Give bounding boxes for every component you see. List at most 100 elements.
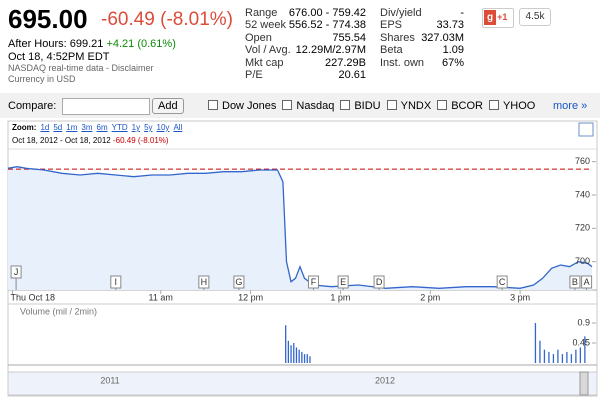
- currency: Currency in USD: [8, 74, 76, 84]
- price-change: -60.49 (-8.01%): [101, 9, 234, 30]
- plus-one-label: +1: [497, 12, 508, 22]
- volume-bar: [293, 343, 295, 363]
- fullscreen-button[interactable]: [578, 122, 594, 137]
- navigator-handle[interactable]: [579, 371, 589, 396]
- navigator[interactable]: [7, 371, 598, 396]
- stat-row: 52 week 556.52 - 774.38: [245, 19, 366, 31]
- volume-bar: [539, 340, 541, 363]
- volume-bar: [552, 354, 555, 363]
- zoom-option[interactable]: 6m: [96, 123, 108, 132]
- checkbox[interactable]: [437, 100, 448, 110]
- y-tick-label: 720: [575, 223, 590, 233]
- stat-label: Inst. own: [380, 56, 425, 69]
- source: NASDAQ real-time data - Disclaimer: [8, 63, 154, 73]
- compare-input[interactable]: [62, 98, 150, 115]
- zoom-option[interactable]: 3m: [81, 123, 93, 132]
- add-button[interactable]: Add: [152, 98, 184, 114]
- compare-option[interactable]: Nasdaq: [282, 100, 334, 112]
- range-row: Oct 18, 2012 - Oct 18, 2012 -60.49 (-8.0…: [12, 136, 169, 145]
- volume-tick-label: 0.9: [577, 317, 590, 327]
- event-flag: [198, 275, 210, 289]
- zoom-option[interactable]: 1m: [66, 123, 78, 132]
- price: 695.00: [8, 4, 88, 34]
- zoom-option[interactable]: 1y: [131, 123, 141, 132]
- zoom-option[interactable]: 5y: [144, 123, 153, 132]
- stat-value: 20.61: [338, 68, 366, 81]
- stat-value: -: [460, 7, 464, 19]
- source-text: NASDAQ real-time data -: [8, 63, 110, 73]
- stat-label: Div/yield: [380, 7, 422, 19]
- after-hours: After Hours: 699.21 +4.21 (0.61%): [8, 38, 176, 50]
- compare-option-label: YNDX: [400, 100, 432, 112]
- navigator-label: 2011: [100, 375, 119, 385]
- y-tick-label: 740: [575, 189, 590, 199]
- stat-row: EPS 33.73: [380, 19, 464, 31]
- stat-value: 227.29B: [325, 56, 366, 69]
- stat-value: 12.29M/2.97M: [295, 44, 366, 57]
- after-hours-change: +4.21 (0.61%): [106, 38, 176, 50]
- compare-options: Dow Jones Nasdaq BIDU YNDX BCOR YHOO: [208, 100, 535, 112]
- volume-bar: [301, 351, 303, 363]
- checkbox[interactable]: [340, 100, 351, 110]
- volume-bar: [290, 345, 292, 363]
- stat-row: Open 755.54: [245, 32, 366, 44]
- volume-tick-label: 0.45: [572, 337, 590, 347]
- stat-row: Range 676.00 - 759.42: [245, 7, 366, 19]
- y-tick-label: 700: [575, 256, 590, 266]
- more-link[interactable]: more »: [553, 100, 588, 112]
- checkbox[interactable]: [386, 100, 397, 110]
- compare-option[interactable]: BCOR: [437, 100, 483, 112]
- event-label: H: [201, 277, 208, 287]
- volume-bar: [584, 336, 586, 363]
- checkbox[interactable]: [282, 100, 293, 110]
- compare-option[interactable]: BIDU: [340, 100, 381, 112]
- volume-bar: [575, 349, 577, 363]
- zoom-option[interactable]: 1d: [40, 123, 50, 132]
- stat-value: 556.52 - 774.38: [288, 19, 366, 32]
- event-label: J: [14, 267, 19, 277]
- zoom-option[interactable]: YTD: [111, 123, 128, 132]
- compare-option[interactable]: YHOO: [488, 100, 536, 112]
- range-change: -60.49 (-8.01%): [112, 136, 169, 145]
- event-label: E: [340, 277, 346, 287]
- volume-bar: [548, 351, 550, 363]
- plus-one-button[interactable]: g +1: [482, 8, 514, 28]
- price-area: [8, 166, 592, 290]
- stat-label: 52 week: [245, 19, 286, 32]
- price-line: [7, 166, 593, 289]
- stat-label: Open: [245, 31, 272, 44]
- stat-value: 33.73: [436, 19, 464, 32]
- event-flag: [10, 265, 22, 279]
- volume-bar: [287, 340, 290, 363]
- checkbox[interactable]: [208, 100, 218, 110]
- compare-option-label: BCOR: [451, 100, 483, 112]
- x-tick-label: 12 pm: [238, 292, 263, 302]
- zoom-option[interactable]: 5d: [53, 123, 63, 132]
- volume-bar: [543, 349, 546, 363]
- disclaimer-link[interactable]: Disclaimer: [111, 63, 154, 73]
- checkbox[interactable]: [488, 100, 499, 110]
- x-tick-label: 3 pm: [510, 292, 530, 302]
- y-tick-label: 760: [575, 156, 590, 166]
- compare-option-label: YHOO: [502, 100, 536, 112]
- stat-value: 1.09: [442, 44, 464, 57]
- event-label: C: [499, 277, 506, 287]
- range: Oct 18, 2012 - Oct 18, 2012: [12, 136, 111, 145]
- zoom-option[interactable]: 10y: [156, 123, 170, 132]
- event-flag: [496, 275, 508, 289]
- stat-row: P/E 20.61: [245, 69, 366, 81]
- volume-bar: [579, 347, 582, 363]
- volume-bar: [309, 356, 311, 363]
- stat-label: EPS: [380, 19, 403, 32]
- event-flag: [307, 275, 319, 289]
- compare-option[interactable]: Dow Jones: [208, 100, 276, 112]
- stat-value: 676.00 - 759.42: [288, 7, 366, 19]
- zoom-option[interactable]: All: [173, 123, 183, 132]
- volume-title: Volume (mil / 2min): [20, 306, 97, 316]
- event-label: G: [235, 277, 242, 287]
- compare-option[interactable]: YNDX: [386, 100, 432, 112]
- event-flag: [569, 275, 581, 289]
- event-label: D: [376, 277, 383, 287]
